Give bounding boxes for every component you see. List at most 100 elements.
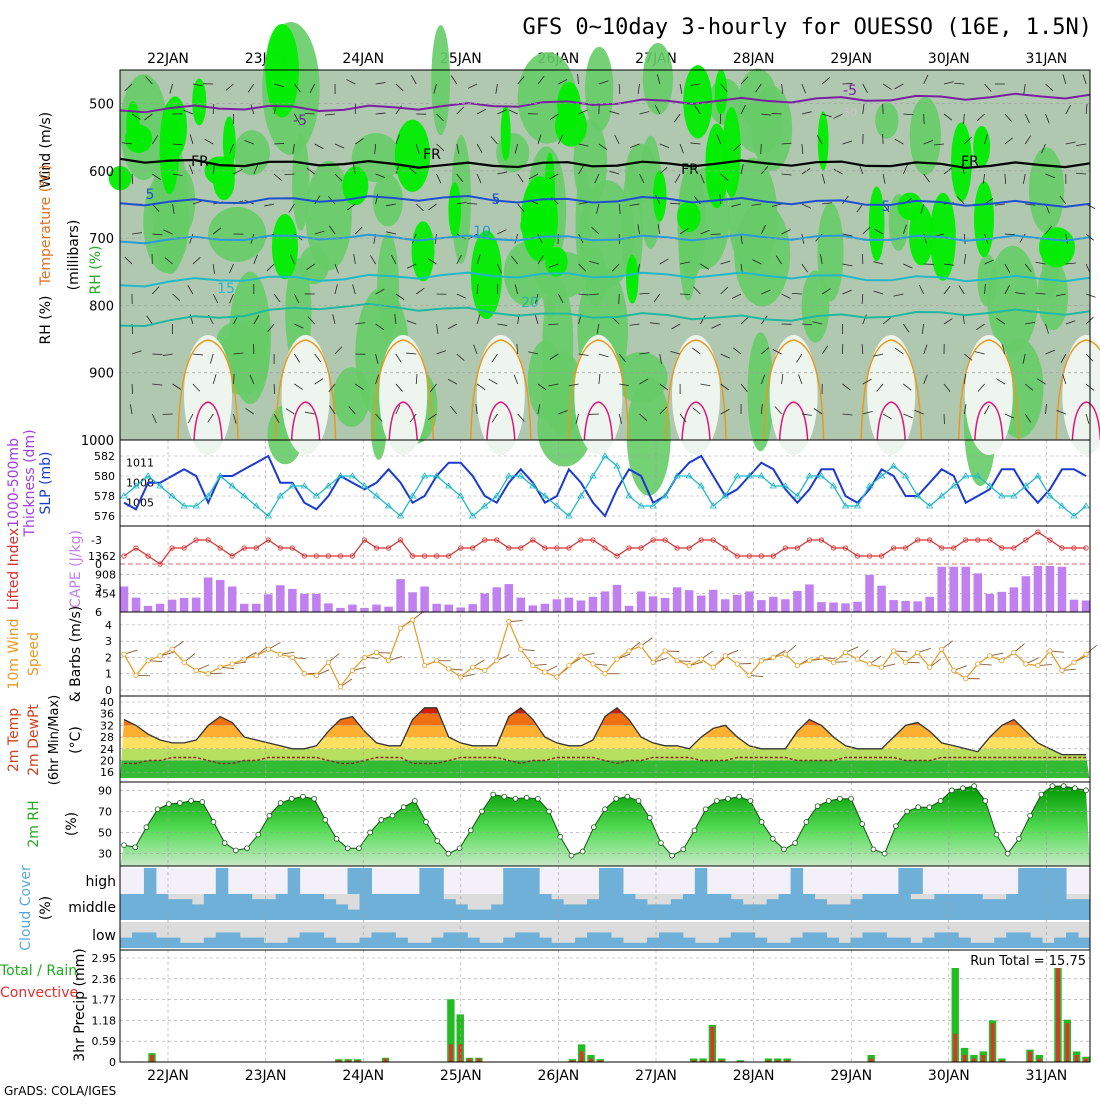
- cape-bar: [300, 594, 309, 612]
- cape-bar: [769, 597, 778, 612]
- cape-bar: [937, 567, 946, 612]
- wind-speed-point: [302, 672, 306, 676]
- rh-point: [916, 805, 921, 810]
- contour-label: -5: [843, 83, 857, 99]
- cloud-cell: [994, 938, 1006, 948]
- cloud-cell: [910, 868, 922, 894]
- cape-bar: [541, 604, 550, 612]
- rh-blob-wet: [1039, 227, 1075, 267]
- ylabel-mb: (millibars): [66, 220, 82, 291]
- date-label-bottom: 31JAN: [1026, 1068, 1068, 1084]
- cloud-cell: [1054, 868, 1066, 894]
- rh-blob: [875, 103, 898, 139]
- cape-bar: [601, 591, 610, 612]
- rh-blob-dry: [867, 335, 915, 455]
- rh-blob: [234, 130, 270, 175]
- contour-label: FR: [191, 154, 209, 170]
- cloud-cell: [946, 932, 958, 948]
- ytick-thickness: 582: [94, 450, 115, 463]
- cloud-cell: [946, 894, 958, 920]
- cloud-cell: [1042, 943, 1054, 948]
- cloud-cell: [791, 938, 803, 948]
- cape-bar: [901, 601, 910, 612]
- cape-bar: [745, 591, 754, 612]
- rh-point: [468, 828, 473, 833]
- cape-bar: [216, 580, 225, 612]
- wind-speed-point: [519, 647, 523, 651]
- rh-blob-wet: [653, 170, 666, 221]
- cape-bar: [805, 584, 814, 612]
- cloud-cell: [743, 904, 755, 920]
- cloud-cell: [886, 894, 898, 920]
- cape-bar: [661, 598, 670, 612]
- cloud-cell: [252, 938, 264, 948]
- ytick-temp: 40: [100, 696, 114, 709]
- precip-convective-bar: [468, 1058, 472, 1062]
- wind-barb: [213, 104, 214, 114]
- cloud-cell: [168, 899, 180, 920]
- cloud-cell: [563, 943, 575, 948]
- cloud-cell: [491, 904, 503, 920]
- contour-label: FR: [961, 154, 979, 170]
- ytick-wind: 3: [105, 635, 112, 648]
- cloud-cell: [336, 904, 348, 920]
- rh-point: [446, 851, 451, 856]
- wind-speed-point: [314, 673, 318, 677]
- cloud-cell: [839, 904, 851, 920]
- rh-blob: [1029, 147, 1064, 233]
- rh-point: [726, 796, 731, 801]
- cloud-cell: [647, 938, 659, 948]
- cloud-cell: [515, 932, 527, 948]
- rh-blob-dry: [770, 335, 818, 455]
- cape-bar: [925, 597, 934, 612]
- rh-blob-wet: [626, 255, 639, 304]
- rh-point: [860, 822, 865, 827]
- cloud-cell: [216, 868, 228, 894]
- cloud-cell: [791, 894, 803, 920]
- wind-speed-point: [759, 658, 763, 662]
- cloud-cell: [707, 894, 719, 920]
- ylabel-rh2m: 2m RH: [26, 800, 42, 847]
- date-label-bottom: 25JAN: [440, 1068, 482, 1084]
- wind-speed-point: [1024, 662, 1028, 666]
- cloud-cell: [683, 894, 695, 920]
- cloud-cell: [886, 938, 898, 948]
- wind-speed-point: [819, 655, 823, 659]
- cloud-cell: [635, 943, 647, 948]
- rh-point: [357, 846, 362, 851]
- cloud-cell: [767, 943, 779, 948]
- ylabel-temp2m: 2m Temp: [6, 708, 22, 772]
- rh-point: [714, 798, 719, 803]
- wind-speed-point: [988, 654, 992, 658]
- precip-convective-bar: [580, 1051, 584, 1062]
- cloud-cell: [156, 894, 168, 920]
- rh-point: [625, 794, 630, 799]
- date-label-bottom: 26JAN: [538, 1068, 580, 1084]
- wind-speed-point: [1048, 649, 1052, 653]
- rh-point: [222, 841, 227, 846]
- cape-bar: [505, 584, 514, 612]
- rh-point: [480, 809, 485, 814]
- date-label-bottom: 27JAN: [635, 1068, 677, 1084]
- wind-speed-point: [940, 647, 944, 651]
- cloud-cell: [862, 932, 874, 948]
- cape-bar: [709, 590, 718, 612]
- ytick-precip: 1.18: [92, 1014, 117, 1027]
- cloud-cell: [719, 938, 731, 948]
- cape-bar: [1070, 600, 1079, 612]
- ytick-cape: 1362: [88, 550, 116, 563]
- cape-bar: [589, 597, 598, 612]
- cloud-cell: [419, 868, 431, 894]
- rh-point: [804, 820, 809, 825]
- ylabel-rh-key: RH (%): [38, 296, 54, 345]
- cape-bar: [781, 599, 790, 612]
- cloud-row-label: low: [92, 928, 116, 944]
- rh-point: [1084, 788, 1089, 793]
- cloud-cell: [958, 938, 970, 948]
- ytick-temp: 36: [100, 708, 114, 721]
- rh-point: [692, 828, 697, 833]
- wind-speed-point: [735, 662, 739, 666]
- wind-speed-point: [1060, 668, 1064, 672]
- rh-point: [770, 836, 775, 841]
- cloud-cell: [288, 938, 300, 948]
